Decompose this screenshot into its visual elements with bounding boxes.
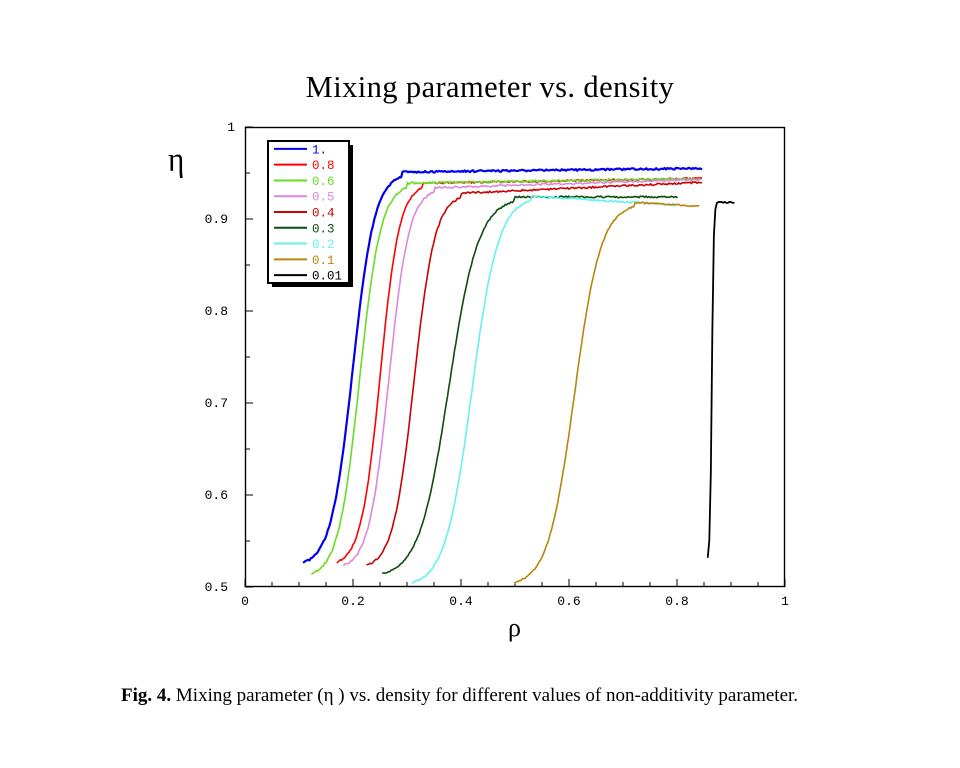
svg-text:0.2: 0.2 [312,238,335,252]
svg-text:0.4: 0.4 [312,207,335,221]
svg-text:1.: 1. [312,143,327,157]
svg-text:0.01: 0.01 [312,270,342,284]
svg-text:0.3: 0.3 [312,222,335,236]
svg-text:0.1: 0.1 [312,254,335,268]
svg-text:0.6: 0.6 [312,175,335,189]
svg-text:0.5: 0.5 [312,191,335,205]
svg-text:0.8: 0.8 [312,159,335,173]
